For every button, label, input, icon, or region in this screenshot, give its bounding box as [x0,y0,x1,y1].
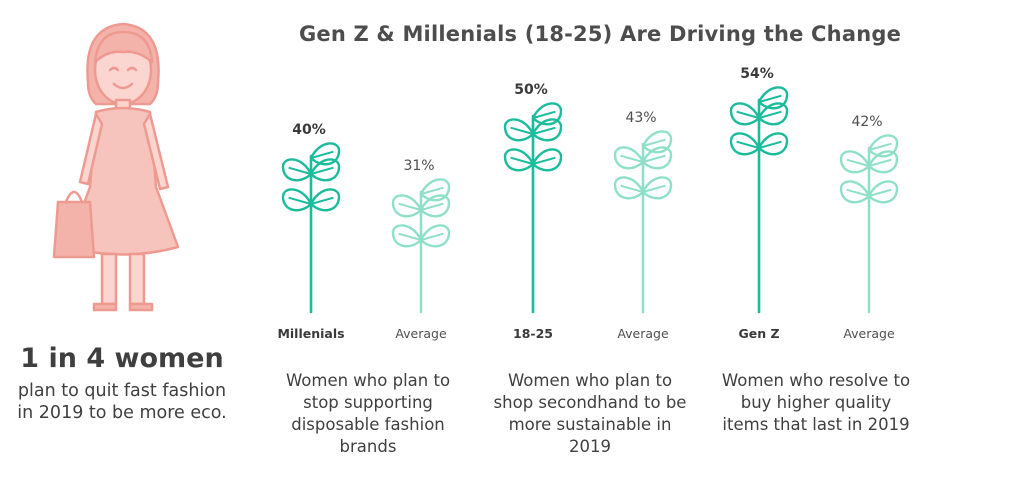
group-description: Women who plan to shop secondhand to be … [493,371,687,456]
data-label: 50% [514,82,548,98]
category-label: 18-25 [513,326,553,341]
callout-headline: 1 in 4 women [20,343,224,374]
bar-primary-1 [503,102,563,314]
category-label: Millenials [277,326,344,341]
group-description: Women who plan to stop supporting dispos… [285,371,451,456]
data-label: 42% [851,114,882,130]
bar-average-2 [839,134,899,314]
bar-average-0 [391,178,451,314]
data-label: 31% [403,158,434,174]
category-label: Average [617,326,669,341]
bar-average-1 [613,130,673,314]
data-label: 43% [625,110,656,126]
bar-primary-0 [281,142,341,314]
category-label: Gen Z [738,326,779,341]
data-label: 54% [740,66,774,82]
callout-subtext: plan to quit fast fashion in 2019 to be … [17,381,227,423]
group-description: Women who resolve to buy higher quality … [721,371,911,434]
woman-with-handbag-icon [52,22,180,312]
chart-title: Gen Z & Millenials (18-25) Are Driving t… [298,22,902,46]
bar-primary-2 [729,86,789,314]
category-label: Average [843,326,895,341]
data-label: 40% [292,122,326,138]
category-label: Average [395,326,447,341]
